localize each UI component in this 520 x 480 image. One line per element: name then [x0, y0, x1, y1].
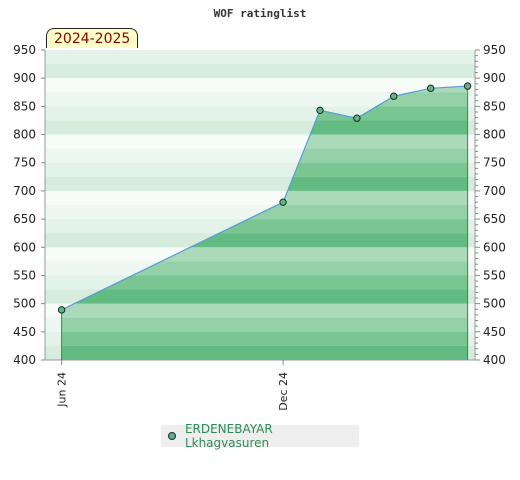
y-tick-label-left: 650 [13, 212, 36, 226]
data-point [316, 106, 324, 115]
area-band [61, 317, 468, 332]
y-tick-label-right: 550 [483, 268, 506, 282]
y-tick-label-left: 700 [13, 184, 36, 198]
y-tick-label-left: 950 [13, 43, 36, 57]
area-band [61, 331, 468, 346]
area-band [61, 345, 468, 360]
y-tick-label-left: 800 [13, 128, 36, 142]
grid-band [45, 92, 475, 107]
y-tick-label-right: 850 [483, 99, 506, 113]
area-band [61, 289, 468, 304]
y-tick-label-right: 700 [483, 184, 506, 198]
y-tick-label-right: 650 [483, 212, 506, 226]
legend-marker-icon [168, 432, 176, 440]
legend[interactable]: ERDENEBAYAR Lkhagvasuren [161, 422, 359, 450]
y-tick-label-left: 600 [13, 240, 36, 254]
y-tick-label-left: 750 [13, 156, 36, 170]
area-band [61, 261, 468, 276]
y-tick-label-left: 850 [13, 99, 36, 113]
data-point [463, 82, 472, 90]
area-band [61, 275, 468, 290]
data-point [427, 84, 435, 93]
legend-label: ERDENEBAYAR Lkhagvasuren [184, 422, 273, 450]
period-badge: 2024-2025 [46, 28, 139, 48]
grid-band [45, 50, 475, 65]
y-tick-label-right: 500 [483, 297, 506, 311]
y-tick-label-left: 450 [13, 325, 36, 339]
y-tick-label-right: 400 [483, 353, 506, 367]
markers [57, 82, 472, 314]
grid-band [45, 64, 475, 79]
y-tick-label-right: 600 [483, 240, 506, 254]
y-tick-label-right: 800 [483, 128, 506, 142]
axes: 400 400 450 450 500 500 550 550 600 600 650 650 700 7… [13, 43, 506, 411]
data-point [279, 198, 287, 206]
y-tick-label-left: 900 [13, 71, 36, 85]
y-tick-label-right: 900 [483, 71, 506, 85]
x-tick-label: Jun 24 [56, 372, 69, 408]
area-band [61, 303, 468, 318]
y-tick-label-right: 950 [483, 43, 506, 57]
y-tick-label-left: 550 [13, 268, 36, 282]
grid-band [45, 78, 475, 93]
y-tick-label-left: 400 [13, 353, 36, 367]
data-point [390, 92, 398, 100]
x-tick-label: Dec 24 [277, 372, 290, 411]
y-tick-label-right: 750 [483, 156, 506, 170]
y-tick-label-left: 500 [13, 297, 36, 311]
data-point [353, 114, 361, 122]
chart-title: WOF ratinglist [214, 7, 307, 20]
data-point [57, 306, 66, 314]
y-tick-label-right: 450 [483, 325, 506, 339]
